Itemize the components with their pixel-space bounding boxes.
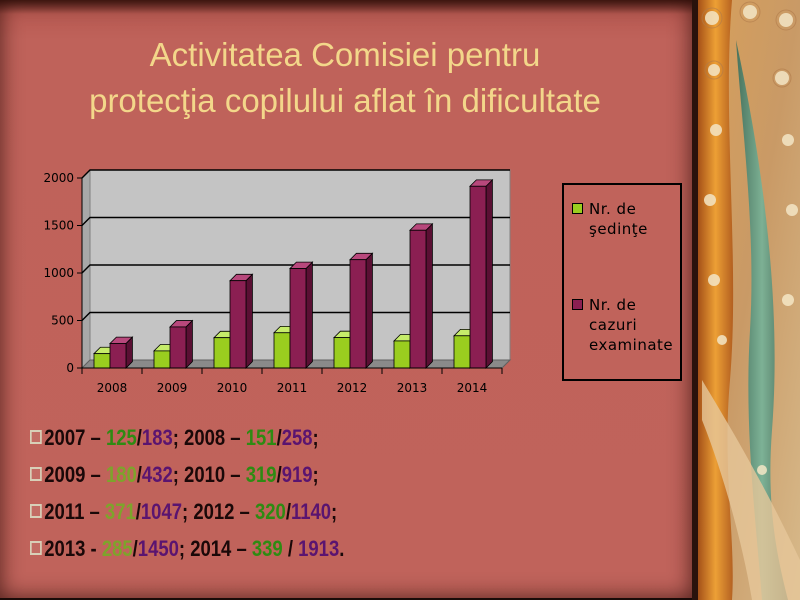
slide: Activitatea Comisiei pentru protecţia co…: [0, 0, 692, 598]
legend-swatch-meetings: [572, 203, 583, 214]
stats-segment: /: [276, 425, 282, 450]
stats-segment: 183: [141, 425, 173, 450]
stats-segment: 1047: [140, 499, 183, 524]
stats-segment: ;: [331, 499, 338, 524]
x-tick-label: 2013: [397, 381, 428, 395]
legend-item-meetings: Nr. de şedinţe: [572, 199, 681, 239]
bullet-square-icon: [30, 504, 42, 518]
stats-line-4: 2013 - 285/1450; 2014 – 339 / 1913.: [30, 531, 576, 568]
bar-cases-2012: [349, 252, 374, 369]
y-tick-label: 2000: [43, 171, 74, 185]
stats-segment: 339: [251, 536, 283, 561]
y-tick-label: 1500: [43, 219, 74, 233]
stats-segment: ; 2010 –: [172, 462, 246, 487]
stats-line-2: 2009 – 180/432; 2010 – 319/919;: [30, 457, 576, 494]
stats-line-3: 2011 – 371/1047; 2012 – 320/1140;: [30, 494, 576, 531]
stats-segment: .: [339, 536, 345, 561]
stats-segment: /: [136, 462, 142, 487]
legend-swatch-cases: [572, 299, 583, 310]
legend-label-cases: Nr. de cazuri examinate: [589, 296, 674, 354]
stats-segment: 919: [281, 462, 313, 487]
stats-segment: /: [135, 499, 141, 524]
bar-cases-2014: [469, 178, 494, 369]
stats-segment: ; 2014 –: [178, 536, 252, 561]
slide-title: Activitatea Comisiei pentru protecţia co…: [10, 32, 680, 124]
bar-cases-2010: [229, 273, 254, 369]
bar-cases-2013: [409, 222, 434, 369]
decorative-side-panel: [692, 0, 800, 600]
bullet-square-icon: [30, 430, 42, 444]
x-tick-label: 2008: [97, 381, 128, 395]
slide-title-line-2: protecţia copilului aflat în dificultate: [89, 82, 601, 119]
gridline: [81, 216, 510, 226]
stats-segment: ;: [312, 425, 319, 450]
y-tick-label: 500: [51, 314, 74, 328]
stats-segment: 2007 –: [44, 425, 106, 450]
stats-segment: /: [285, 499, 291, 524]
stats-segment: /: [282, 536, 299, 561]
stats-segment: 180: [105, 462, 137, 487]
gridline: [81, 169, 510, 179]
x-tick-label: 2010: [217, 381, 248, 395]
stats-segment: 371: [104, 499, 136, 524]
stats-line-1: 2007 – 125/183; 2008 – 151/258;: [30, 420, 576, 457]
stats-segment: 319: [245, 462, 277, 487]
stats-segment: 1913: [298, 536, 340, 561]
legend-label-meetings: Nr. de şedinţe: [589, 200, 648, 238]
x-tick-label: 2011: [277, 381, 308, 395]
stats-segment: 2009 –: [44, 462, 106, 487]
legend-item-cases: Nr. de cazuri examinate: [572, 295, 681, 355]
stats-segment: /: [276, 462, 282, 487]
bar-chart: 0 500 1000 1500 2000 2008 2009 2010 2011 2012 2013…: [43, 168, 512, 395]
stats-segment: ;: [312, 462, 319, 487]
stats-segment: ; 2008 –: [172, 425, 246, 450]
stats-segment: 432: [141, 462, 173, 487]
stats-segment: /: [132, 536, 138, 561]
stats-segment: 258: [281, 425, 313, 450]
x-tick-label: 2009: [157, 381, 188, 395]
stats-segment: 2011 –: [44, 499, 105, 524]
stats-segment: 320: [254, 499, 286, 524]
stats-segment: ; 2012 –: [182, 499, 255, 524]
stats-segment: 2013 -: [44, 536, 102, 561]
slide-title-line-1: Activitatea Comisiei pentru: [149, 36, 541, 73]
stats-segment: 1450: [137, 536, 179, 561]
bullet-square-icon: [30, 541, 42, 555]
stats-segment: 1140: [290, 499, 332, 524]
bar-cases-2011: [289, 261, 314, 369]
x-tick-label: 2014: [457, 381, 488, 395]
stats-segment: 125: [105, 425, 137, 450]
stats-segment: 285: [101, 536, 133, 561]
y-tick-label: 1000: [43, 266, 74, 280]
chart-legend: Nr. de şedinţe Nr. de cazuri examinate: [562, 183, 682, 381]
stats-segment: 151: [245, 425, 277, 450]
stats-segment: /: [136, 425, 142, 450]
bullet-square-icon: [30, 467, 42, 481]
bar-cases-2008: [109, 336, 134, 369]
y-tick-label: 0: [66, 361, 74, 375]
bar-cases-2009: [169, 319, 194, 369]
x-tick-label: 2012: [337, 381, 368, 395]
stats-list: 2007 – 125/183; 2008 – 151/258; 2009 – 18…: [30, 420, 680, 568]
